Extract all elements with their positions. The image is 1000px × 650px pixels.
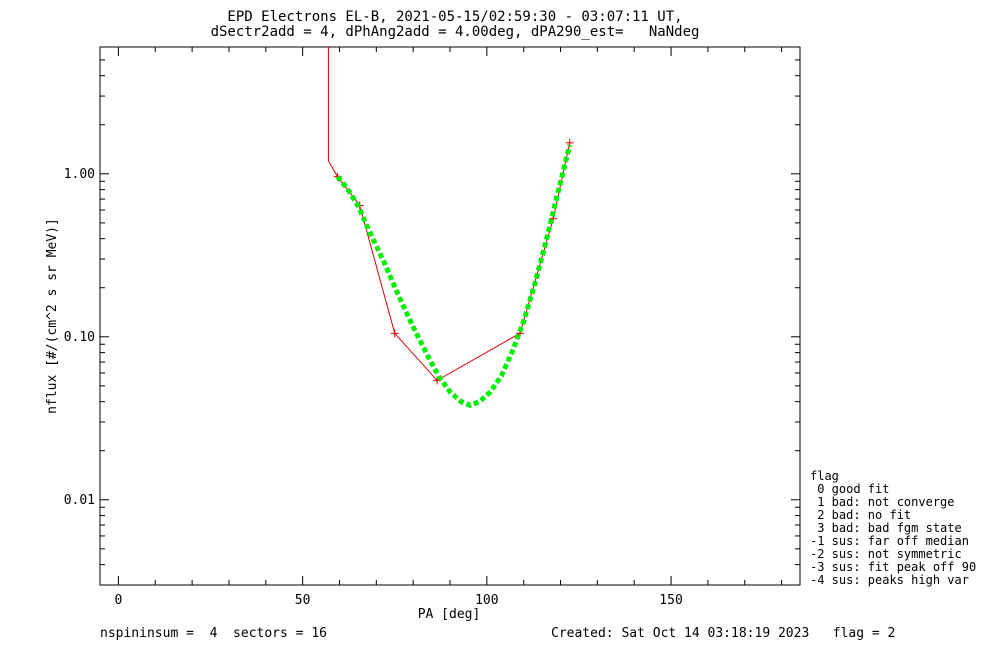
chart-title-line-1: EPD Electrons EL-B, 2021-05-15/02:59:30 … (227, 9, 683, 25)
legend-item: -2 sus: not symmetric (810, 547, 962, 561)
legend-item: -3 sus: fit peak off 90 (810, 560, 977, 574)
x-tick-label: 100 (475, 593, 498, 608)
x-tick-label: 150 (659, 593, 682, 608)
legend-item: 3 bad: bad fgm state (810, 521, 962, 535)
x-axis-label: PA [deg] (418, 607, 481, 622)
data-line (327, 47, 571, 382)
flag-legend: flag 0 good fit 1 bad: not converge 2 ba… (810, 470, 976, 587)
y-tick-label: 0.10 (64, 330, 95, 345)
axes (99, 46, 801, 586)
y-tick-label: 1.00 (64, 167, 95, 182)
x-tick-label: 0 (115, 593, 123, 608)
legend-item: -1 sus: far off median (810, 534, 969, 548)
plot-frame (99, 46, 801, 586)
y-axis-label: nflux [#/(cm^2 s sr MeV)] (45, 218, 60, 414)
y-tick-label: 0.01 (64, 493, 95, 508)
legend-item: 0 good fit (810, 482, 890, 496)
legend-item: -4 sus: peaks high var (810, 573, 969, 587)
footer-spin-info: nspininsum = 4 sectors = 16 (100, 626, 327, 641)
tick-labels: 0 50 100 150 0.01 0.10 1.00 (64, 167, 683, 608)
data-point (390, 329, 399, 338)
series-layer (327, 47, 574, 408)
fit-curve (335, 144, 573, 408)
legend-item: 2 bad: no fit (810, 508, 912, 522)
footer-created-info: Created: Sat Oct 14 03:18:19 2023 flag =… (551, 626, 896, 641)
legend-item: 1 bad: not converge (810, 495, 955, 509)
legend-title: flag (810, 469, 839, 483)
chart-title-line-2: dSectr2add = 4, dPhAng2add = 4.00deg, dP… (210, 24, 700, 40)
x-tick-label: 50 (295, 593, 311, 608)
